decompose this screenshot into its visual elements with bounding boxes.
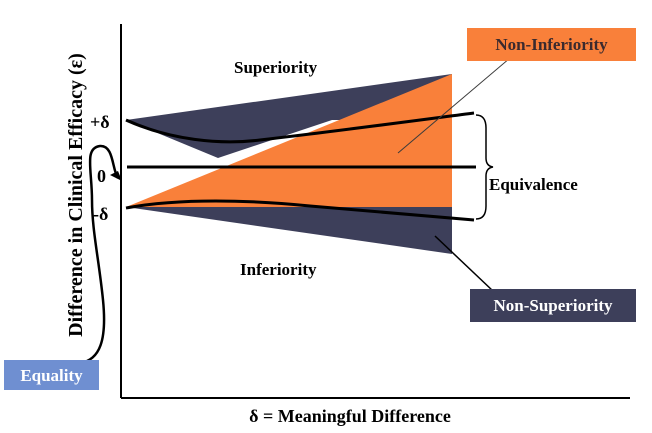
tick-zero: 0 xyxy=(97,166,106,186)
equality-callout: Equality xyxy=(4,360,99,390)
upper-margin-curve xyxy=(125,111,475,144)
non-superiority-callout: Non-Superiority xyxy=(470,289,636,322)
equality-arrow xyxy=(79,144,120,365)
equality-arrowhead xyxy=(110,171,122,181)
lower-margin-curve xyxy=(125,199,475,222)
non-inferiority-callout: Non-Inferiority xyxy=(467,28,636,61)
tick-minus-delta: -δ xyxy=(93,204,109,224)
non-inferiority-triangle xyxy=(126,74,452,207)
non-inferiority-leader xyxy=(397,57,511,154)
tick-plus-delta: +δ xyxy=(90,112,110,132)
equivalence-bracket xyxy=(475,114,494,220)
x-axis-label: δ = Meaningful Difference xyxy=(249,406,451,426)
non-superiority-leader xyxy=(434,235,494,292)
superiority-label: Superiority xyxy=(234,58,318,77)
non-superiority-upper-band xyxy=(126,120,332,158)
y-axis-label: Difference in Clinical Efficacy (ε) xyxy=(65,53,87,337)
equivalence-label: Equivalence xyxy=(489,175,578,194)
non-superiority-lower-band xyxy=(126,207,452,254)
inferiority-label: Inferiority xyxy=(240,260,317,279)
